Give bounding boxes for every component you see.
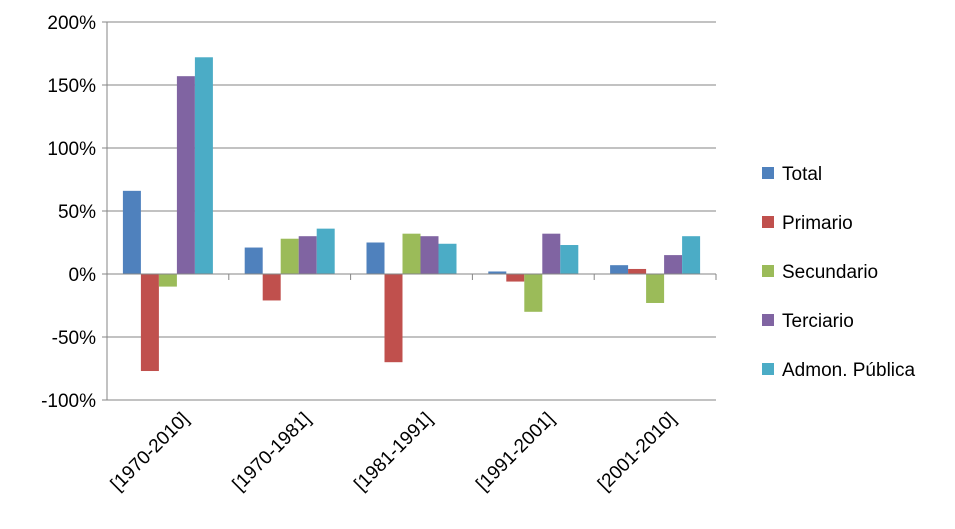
bar-terciario-0 bbox=[176, 76, 195, 275]
bar-admon-p-blica-4 bbox=[682, 236, 701, 274]
x-tick-label: [1981-1991] bbox=[350, 409, 437, 496]
y-tick-label: 200% bbox=[47, 13, 96, 34]
y-tick-label: 50% bbox=[58, 202, 96, 223]
legend: Total Primario Secundario Terciario Admon. P… bbox=[762, 164, 916, 381]
legend-swatch bbox=[762, 314, 774, 326]
bar-terciario-3 bbox=[542, 233, 561, 274]
bar-terciario-2 bbox=[420, 236, 439, 274]
bar-total-2 bbox=[366, 242, 385, 274]
bar-total-3 bbox=[488, 271, 507, 274]
bar-admon-p-blica-1 bbox=[316, 228, 335, 274]
legend-swatch bbox=[762, 167, 774, 179]
x-tick-label: [1970-2010] bbox=[107, 409, 194, 496]
legend-label: Terciario bbox=[782, 311, 854, 332]
bar-primario-1 bbox=[262, 274, 281, 301]
legend-swatch bbox=[762, 265, 774, 277]
bar-primario-3 bbox=[506, 274, 525, 282]
legend-label: Secundario bbox=[782, 262, 878, 283]
legend-swatch bbox=[762, 363, 774, 375]
x-tick-label: [1991-2001] bbox=[472, 409, 559, 496]
y-tick-label: 0% bbox=[69, 265, 97, 286]
bar-primario-4 bbox=[628, 268, 647, 274]
y-tick-label: 100% bbox=[47, 139, 96, 160]
bar-secundario-0 bbox=[158, 274, 177, 287]
bar-terciario-4 bbox=[664, 255, 683, 274]
bar-total-4 bbox=[610, 265, 629, 274]
bar-secundario-4 bbox=[646, 274, 665, 303]
bar-secundario-2 bbox=[402, 233, 421, 274]
x-tick-label: [2001-2010] bbox=[594, 409, 681, 496]
x-tick-label: [1970-1981] bbox=[229, 409, 316, 496]
bar-admon-p-blica-2 bbox=[438, 243, 457, 274]
bar-primario-0 bbox=[140, 274, 159, 372]
bar-secundario-3 bbox=[524, 274, 543, 312]
bar-total-1 bbox=[244, 247, 263, 274]
legend-label: Total bbox=[782, 164, 822, 185]
bar-secundario-1 bbox=[280, 238, 299, 274]
y-tick-label: -100% bbox=[41, 391, 96, 412]
bar-terciario-1 bbox=[298, 236, 317, 274]
bar-total-0 bbox=[122, 190, 141, 274]
legend-label: Admon. Pública bbox=[782, 360, 916, 381]
legend-swatch bbox=[762, 216, 774, 228]
y-tick-label: -50% bbox=[52, 328, 96, 349]
bar-primario-2 bbox=[384, 274, 403, 363]
bar-admon-p-blica-0 bbox=[194, 57, 213, 274]
bar-admon-p-blica-3 bbox=[560, 245, 579, 274]
legend-label: Primario bbox=[782, 213, 853, 234]
y-tick-label: 150% bbox=[47, 76, 96, 97]
bars bbox=[122, 57, 701, 372]
